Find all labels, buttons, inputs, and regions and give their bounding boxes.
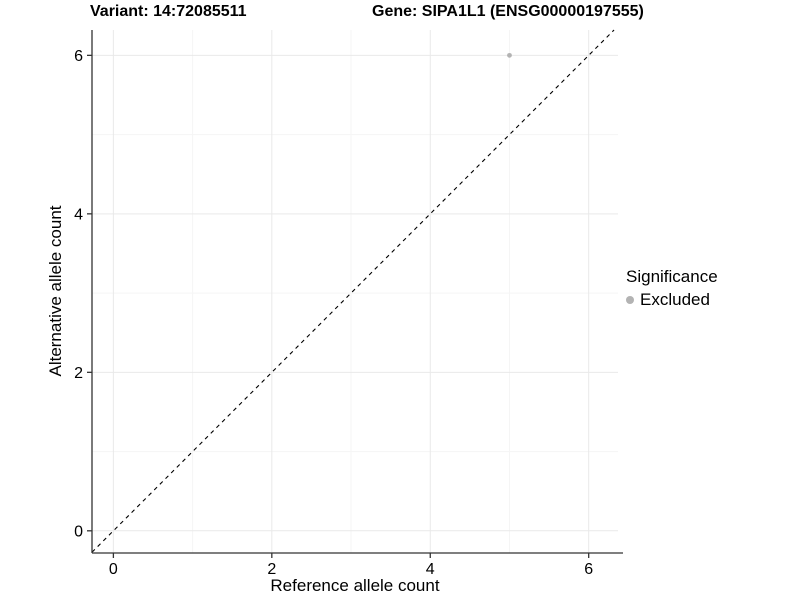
y-axis-title: Alternative allele count [46, 205, 65, 377]
y-tick-label: 0 [74, 523, 83, 540]
x-tick-label: 6 [584, 561, 593, 578]
variant-title: Variant: 14:72085511 [90, 3, 247, 20]
y-tick-label: 2 [74, 365, 83, 382]
excluded-point-icon [626, 296, 634, 304]
legend-item-excluded: Excluded [626, 290, 718, 310]
data-point [507, 52, 512, 58]
legend-title: Significance [626, 267, 718, 286]
identity-line [91, 29, 615, 553]
legend: Significance Excluded [626, 267, 718, 310]
x-tick-label: 0 [109, 561, 118, 578]
y-tick-label: 4 [74, 206, 83, 223]
x-tick-label: 4 [426, 561, 435, 578]
gene-title: Gene: SIPA1L1 (ENSG00000197555) [372, 3, 644, 20]
legend-item-label: Excluded [640, 290, 710, 309]
x-axis-title: Reference allele count [270, 576, 440, 595]
y-tick-label: 6 [74, 48, 83, 65]
x-tick-label: 2 [267, 561, 276, 578]
